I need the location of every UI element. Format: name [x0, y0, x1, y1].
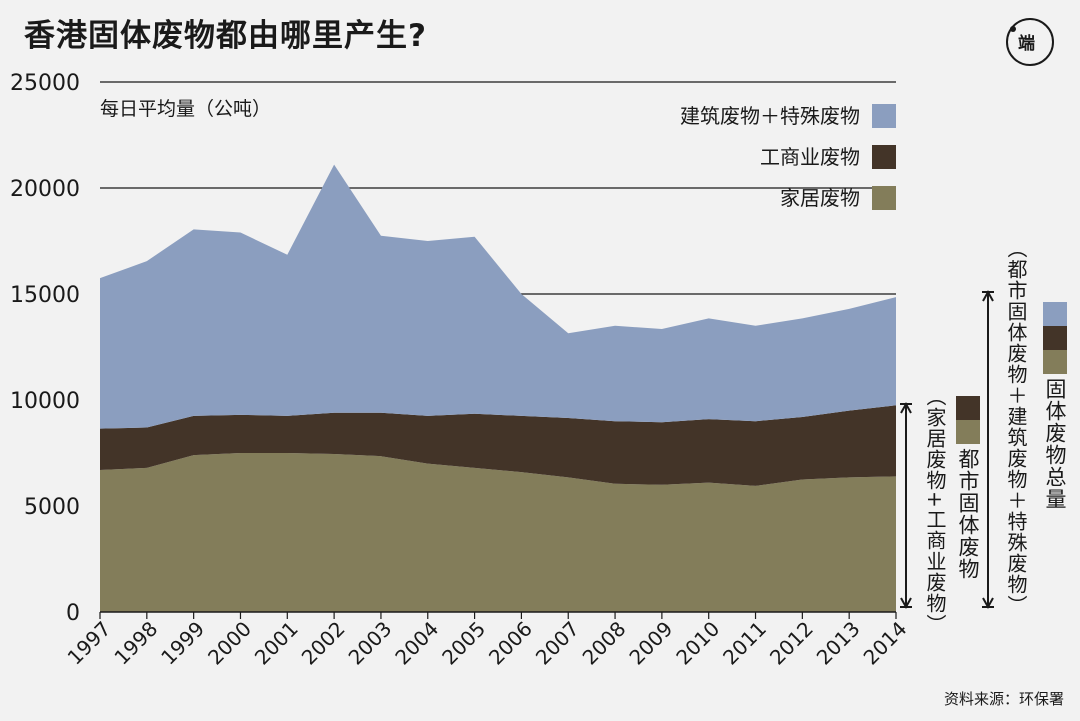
x-tick-label: 2006 [484, 617, 537, 670]
total-arrow [982, 289, 994, 610]
msw-swatch-household [956, 420, 980, 444]
total-swatch-industrial [1043, 326, 1067, 350]
legend-swatch-household [872, 186, 896, 210]
x-tick-label: 2007 [531, 617, 584, 670]
total-swatch-household [1043, 350, 1067, 374]
msw-sublabel: （家居废物+工商业废物） [923, 386, 947, 635]
group-annotations: （家居废物+工商业废物） 都市固体废物 （都市固体废物＋建筑废物＋特殊废物） 固体废物… [900, 238, 1067, 635]
area-construction [100, 164, 896, 429]
msw-arrow [900, 401, 912, 610]
x-tick-label: 2010 [671, 617, 724, 670]
x-tick-label: 2009 [624, 617, 677, 670]
logo-text: 端 [1018, 34, 1035, 54]
x-tick-label: 2011 [718, 617, 771, 670]
area-household [100, 453, 896, 612]
total-label: 固体废物总量 [1043, 378, 1067, 510]
x-tick-label: 2000 [203, 617, 256, 670]
y-tick-label: 20000 [10, 177, 80, 202]
x-tick-label: 2001 [250, 617, 303, 670]
x-tick-label: 2012 [765, 617, 818, 670]
area-series [100, 164, 896, 612]
logo-dot [1010, 26, 1016, 32]
y-tick-label: 15000 [10, 283, 80, 308]
legend-label-household: 家居废物 [780, 186, 860, 210]
x-tick-label: 2013 [812, 617, 865, 670]
y-tick-label: 10000 [10, 389, 80, 414]
total-swatch-construction [1043, 302, 1067, 326]
x-tick-label: 2003 [344, 617, 397, 670]
legend-swatch-industrial [872, 145, 896, 169]
x-tick-label: 2004 [390, 617, 443, 670]
x-tick-label: 1999 [156, 617, 209, 670]
page-title: 香港固体废物都由哪里产生? [24, 18, 427, 54]
y-tick-label: 25000 [10, 71, 80, 96]
legend-label-industrial: 工商业废物 [760, 145, 860, 169]
x-tick-label: 2014 [859, 617, 912, 670]
msw-swatch-industrial [956, 396, 980, 420]
msw-label: 都市固体废物 [956, 448, 980, 580]
y-axis: 0 5000 10000 15000 20000 25000 [10, 71, 80, 626]
legend-swatch-construction [872, 104, 896, 128]
x-tick-label: 2008 [578, 617, 631, 670]
source-note: 资料来源：环保署 [943, 690, 1064, 708]
y-tick-label: 0 [66, 601, 80, 626]
x-axis: 1997199819992000200120022003200420052006… [63, 611, 912, 670]
publisher-logo: 端 [1006, 18, 1054, 66]
x-tick-label: 2002 [297, 617, 350, 670]
y-axis-label: 每日平均量（公吨） [100, 98, 271, 120]
x-tick-label: 2005 [437, 617, 490, 670]
total-sublabel: （都市固体废物＋建筑废物＋特殊废物） [1004, 238, 1028, 616]
y-tick-label: 5000 [24, 495, 80, 520]
x-tick-label: 1998 [109, 617, 162, 670]
legend-label-construction: 建筑废物＋特殊废物 [680, 104, 860, 128]
area-industrial [100, 405, 896, 486]
